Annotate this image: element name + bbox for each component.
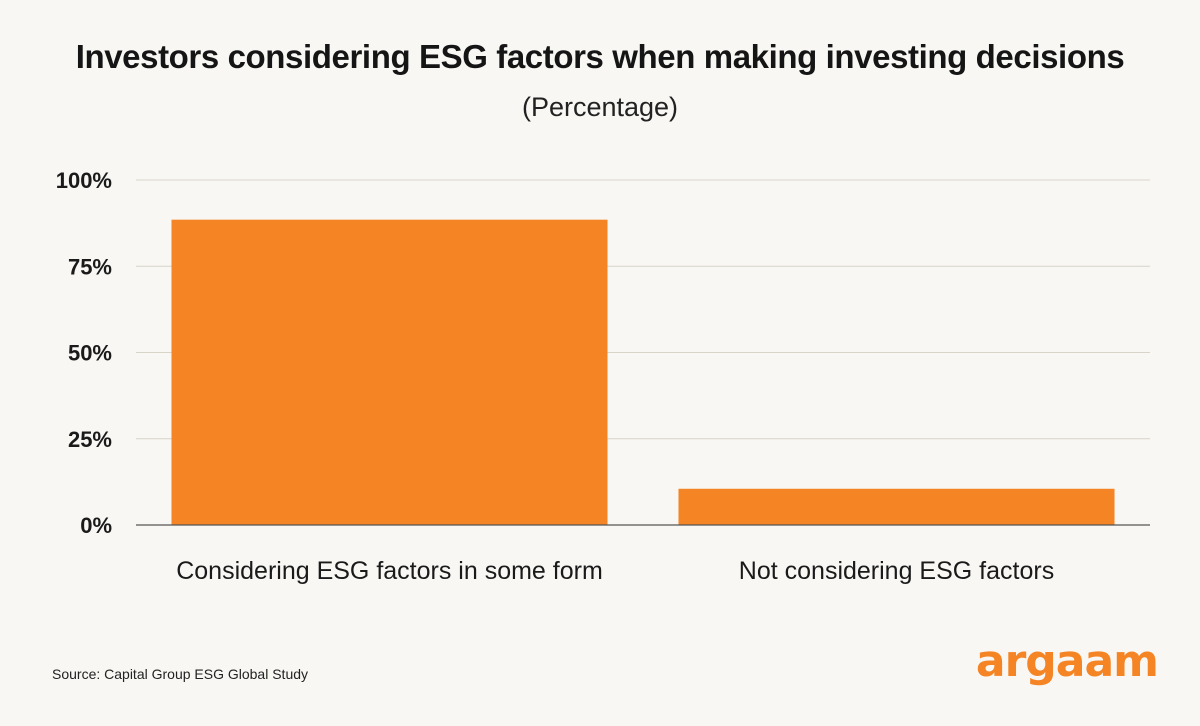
y-tick-label: 50% [68, 341, 112, 366]
x-category-label: Not considering ESG factors [739, 557, 1054, 585]
y-tick-label: 75% [68, 254, 112, 279]
y-tick-label: 100% [56, 168, 112, 193]
y-tick-label: 25% [68, 427, 112, 452]
chart-title: Investors considering ESG factors when m… [75, 38, 1125, 75]
argaam-logo: argaam [975, 636, 1159, 687]
x-category-label: Considering ESG factors in some form [176, 557, 603, 585]
bar [171, 219, 608, 526]
chart-subtitle: (Percentage) [521, 92, 679, 122]
y-tick-label: 0% [80, 513, 112, 538]
bar [678, 488, 1115, 525]
source-note: Source: Capital Group ESG Global Study [52, 666, 309, 682]
